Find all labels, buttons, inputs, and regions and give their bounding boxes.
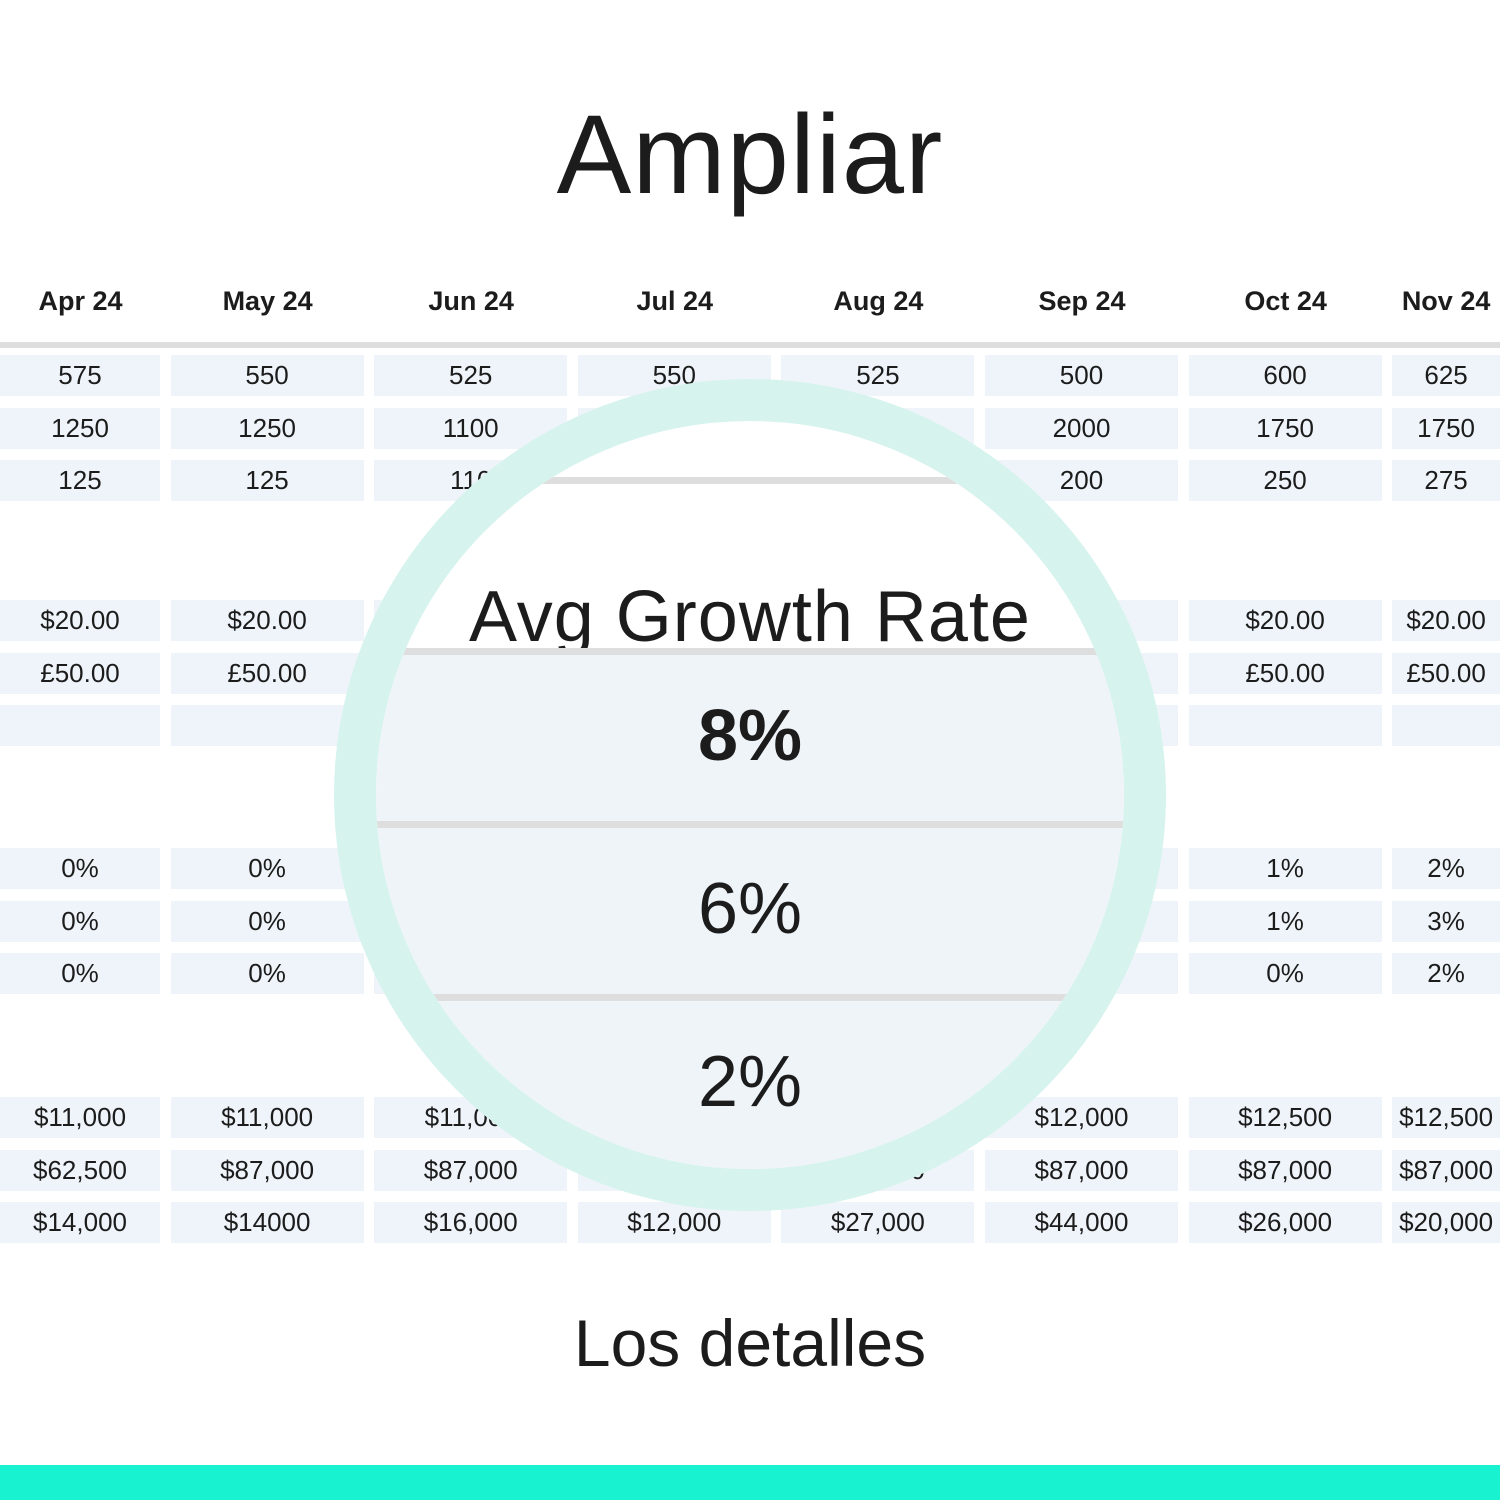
table-cell: $12,500: [1392, 1097, 1500, 1138]
table-cell: 0%: [0, 848, 160, 889]
growth-value: 8%: [697, 696, 803, 776]
table-cell: 3%: [1392, 900, 1500, 942]
table-cell: $20.00: [1392, 600, 1500, 641]
growth-row: 2%: [376, 1001, 1124, 1169]
table-cell: 125: [0, 460, 160, 501]
column-header: Oct 24: [1244, 286, 1327, 316]
column-header: Sep 24: [1038, 286, 1126, 316]
table-cell: 0%: [1188, 953, 1382, 994]
table-cell: £50.00: [170, 652, 364, 694]
table-cell: 550: [170, 355, 364, 396]
table-cell: $20,000: [1392, 1202, 1500, 1243]
divider: [376, 994, 1124, 1001]
table-cell: 0%: [0, 900, 160, 942]
table-cell: $14,000: [0, 1202, 160, 1243]
table-cell: 1%: [1188, 848, 1382, 889]
table-cell: 0%: [170, 900, 364, 942]
table-cell: 125: [170, 460, 364, 501]
table-cell: 525: [781, 355, 975, 396]
table-cell: [1188, 705, 1382, 746]
growth-value: 6%: [697, 869, 803, 949]
table-cell: 1250: [170, 407, 364, 449]
growth-value: 2%: [697, 1042, 803, 1122]
divider: [376, 648, 1124, 655]
table-cell: $11,000: [0, 1097, 160, 1138]
table-cell: 2%: [1392, 848, 1500, 889]
table-cell: 1250: [0, 407, 160, 449]
table-cell: $11,000: [170, 1097, 364, 1138]
table-cell: $87,000: [1392, 1149, 1500, 1191]
table-cell: £50.00: [1392, 652, 1500, 694]
table-cell: $87,000: [1188, 1149, 1382, 1191]
column-header: Aug 24: [833, 286, 924, 316]
table-cell: 525: [374, 355, 568, 396]
table-cell: 0%: [170, 848, 364, 889]
growth-row: 6%: [376, 828, 1124, 994]
table-cell: 575: [0, 355, 160, 396]
table-cell: 0%: [0, 953, 160, 994]
section-subtitle: Los detalles: [573, 1306, 927, 1380]
page-title: Ampliar: [556, 92, 944, 217]
growth-row: 8%: [376, 655, 1124, 821]
header-divider: [0, 342, 1500, 348]
table-cell: 1750: [1188, 407, 1382, 449]
magnifier-ring: Avg Growth Rate 8% 6% 2%: [334, 379, 1166, 1211]
table-cell: £50.00: [0, 652, 160, 694]
table-cell: 2%: [1392, 953, 1500, 994]
table-cell: $27,000: [781, 1202, 975, 1243]
accent-bar: [0, 1465, 1500, 1500]
table-cell: $14000: [170, 1202, 364, 1243]
table-cell: $44,000: [985, 1202, 1178, 1243]
divider: [376, 821, 1124, 828]
column-header: Apr 24: [38, 286, 123, 316]
table-cell: 600: [1188, 355, 1382, 396]
table-cell: $62,500: [0, 1149, 160, 1191]
table-cell: $20.00: [170, 600, 364, 641]
table-cell: [1392, 705, 1500, 746]
table-cell: [170, 705, 364, 746]
table-cell: $87,000: [170, 1149, 364, 1191]
column-header: Nov 24: [1401, 286, 1491, 316]
divider: [526, 477, 976, 484]
table-cell: 1%: [1188, 900, 1382, 942]
avg-growth-heading: Avg Growth Rate: [469, 577, 1031, 657]
table-cell: $12,500: [1188, 1097, 1382, 1138]
table-cell: 1750: [1392, 407, 1500, 449]
table-cell: £50.00: [1188, 652, 1382, 694]
table-cell: 625: [1392, 355, 1500, 396]
table-cell: $20.00: [1188, 600, 1382, 641]
column-header: Jun 24: [428, 286, 514, 316]
table-cell: 500: [985, 355, 1178, 396]
table-cell: $20.00: [0, 600, 160, 641]
table-cell: 2000: [985, 407, 1178, 449]
table-cell: 250: [1188, 460, 1382, 501]
column-header: Jul 24: [636, 286, 714, 316]
table-cell: 0%: [170, 953, 364, 994]
table-cell: $26,000: [1188, 1202, 1382, 1243]
column-header: May 24: [222, 286, 313, 316]
magnifier-lens: Avg Growth Rate 8% 6% 2%: [376, 421, 1124, 1169]
table-cell: $16,000: [374, 1202, 568, 1243]
table-cell: 275: [1392, 460, 1500, 501]
table-cell: [0, 705, 160, 746]
